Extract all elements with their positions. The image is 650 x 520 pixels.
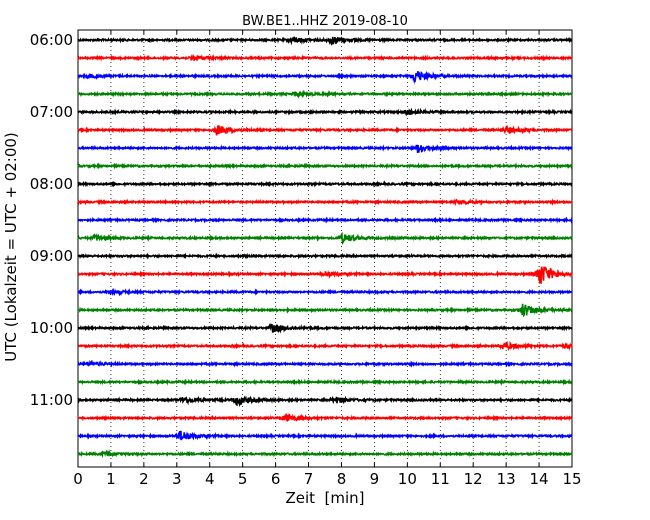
- x-tick-label: 14: [530, 470, 549, 488]
- trace-1115: [77, 413, 573, 422]
- trace-0815: [77, 197, 573, 207]
- y-axis-ticks: 06:00 07:00 08:00 09:00 10:00 11:00: [30, 31, 572, 409]
- trace-0600: [77, 36, 573, 46]
- trace-0645: [77, 89, 573, 99]
- x-tick-label: 10: [398, 470, 417, 488]
- trace-0730: [77, 144, 573, 154]
- x-tick-label: 2: [139, 470, 149, 488]
- trace-1030: [77, 359, 573, 368]
- x-axis-label: Zeit [min]: [285, 489, 364, 507]
- y-tick-label: 10:00: [30, 319, 73, 337]
- y-tick-label: 09:00: [30, 247, 73, 265]
- y-tick-label: 08:00: [30, 175, 73, 193]
- trace-1000: [77, 322, 573, 334]
- x-tick-label: 5: [238, 470, 248, 488]
- trace-1130: [77, 430, 573, 441]
- plot-area: [77, 29, 573, 468]
- chart-title: BW.BE1..HHZ 2019-08-10: [242, 14, 408, 29]
- x-tick-label: 6: [271, 470, 281, 488]
- y-tick-label: 07:00: [30, 103, 73, 121]
- trace-0945: [77, 303, 573, 318]
- trace-1145: [77, 449, 573, 459]
- trace-1100: [77, 395, 573, 408]
- trace-0615: [77, 53, 573, 63]
- x-tick-label: 0: [73, 470, 83, 488]
- x-tick-label: 8: [337, 470, 347, 488]
- trace-0915: [77, 266, 573, 285]
- trace-0700: [77, 107, 573, 117]
- trace-0845: [77, 231, 573, 246]
- trace-0745: [77, 162, 573, 170]
- x-tick-label: 1: [106, 470, 116, 488]
- trace-0630: [77, 70, 573, 85]
- trace-0830: [77, 216, 573, 224]
- trace-1015: [77, 340, 573, 351]
- x-tick-label: 15: [562, 470, 581, 488]
- x-tick-label: 3: [172, 470, 182, 488]
- trace-0930: [77, 287, 573, 297]
- x-tick-label: 9: [370, 470, 380, 488]
- x-tick-label: 12: [464, 470, 483, 488]
- y-axis-label: UTC (Lokalzeit = UTC + 02:00): [2, 132, 20, 362]
- x-axis-ticks: 0 1 2 3 4 5 6 7 8 9 10 11 12 13 14 15: [73, 30, 582, 488]
- y-tick-label: 06:00: [30, 31, 73, 49]
- trace-0800: [77, 180, 573, 188]
- x-tick-label: 11: [431, 470, 450, 488]
- plot-frame: [77, 29, 573, 468]
- x-tick-label: 4: [205, 470, 215, 488]
- trace-0715: [77, 124, 573, 136]
- trace-1045: [77, 378, 573, 386]
- trace-0900: [77, 252, 573, 260]
- x-tick-label: 7: [304, 470, 314, 488]
- y-tick-label: 11:00: [30, 391, 73, 409]
- x-tick-label: 13: [497, 470, 516, 488]
